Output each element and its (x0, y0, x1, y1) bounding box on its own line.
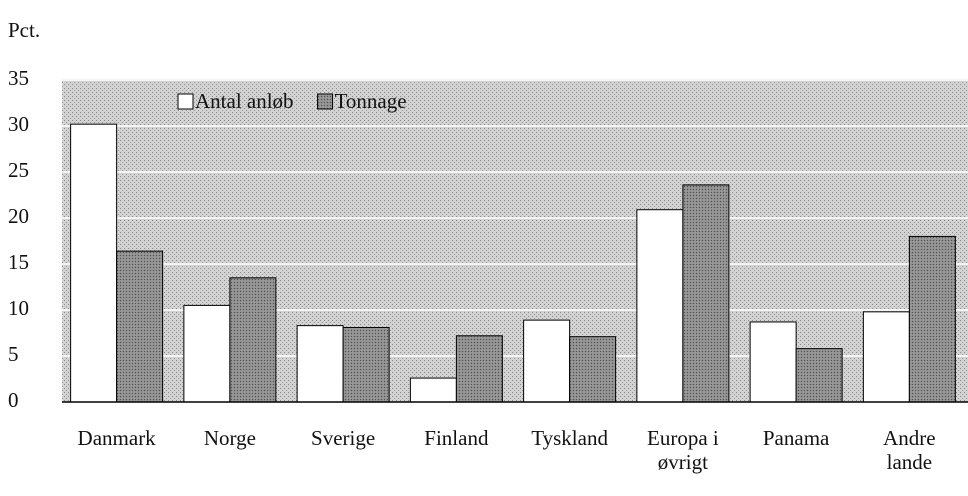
y-tick-label: 10 (8, 296, 29, 320)
legend-label: Tonnage (335, 89, 407, 113)
y-tick-label: 30 (8, 112, 29, 136)
y-axis-label: Pct. (8, 18, 40, 42)
bar (749, 321, 797, 403)
bar (409, 377, 457, 403)
x-tick-label: Tyskland (531, 426, 608, 450)
x-tick-label: Panama (762, 426, 830, 450)
bar (229, 277, 277, 403)
bar (569, 336, 617, 403)
bar (682, 184, 730, 403)
x-tick-label: Europa i øvrigt (647, 426, 719, 474)
bar (70, 123, 118, 403)
bar (342, 326, 390, 403)
bar (523, 319, 571, 403)
x-tick-label: Norge (203, 426, 256, 450)
y-tick-label: 5 (8, 342, 19, 366)
bar (908, 235, 956, 403)
bar (183, 304, 231, 403)
bar (296, 325, 344, 403)
bar (636, 209, 684, 403)
x-tick-label: Finland (424, 426, 489, 450)
legend-swatch (317, 93, 334, 110)
y-tick-label: 0 (8, 388, 19, 412)
legend-swatch (177, 93, 194, 110)
y-tick-label: 25 (8, 158, 29, 182)
x-tick-label: Danmark (77, 426, 156, 450)
y-tick-label: 35 (8, 66, 29, 90)
x-tick-label: Andre lande (883, 426, 936, 474)
bar (116, 250, 164, 403)
bar (455, 335, 503, 403)
bar (862, 311, 910, 403)
bar (795, 348, 843, 403)
x-tick-label: Sverige (311, 426, 376, 450)
y-tick-label: 15 (8, 250, 29, 274)
legend-label: Antal anløb (195, 89, 294, 113)
y-tick-label: 20 (8, 204, 29, 228)
